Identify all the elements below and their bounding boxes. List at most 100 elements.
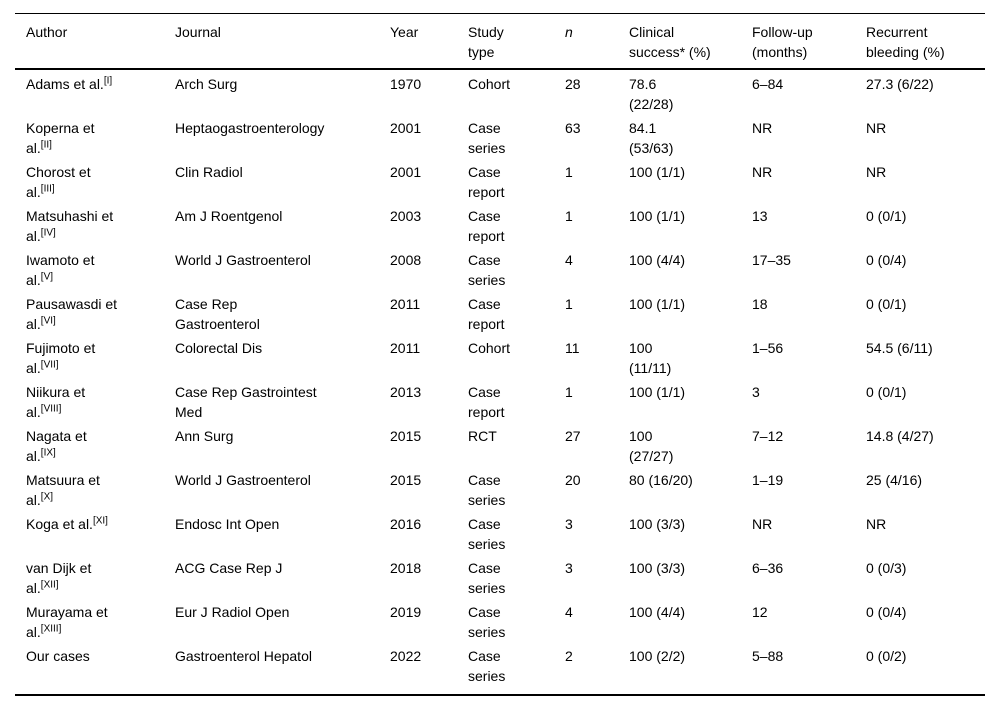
cell-success: 100 (3/3): [629, 516, 686, 532]
cell-journal: Endosc Int Open: [175, 516, 280, 532]
cell-n: 20: [565, 472, 581, 488]
cell-followup: 6–36: [752, 560, 784, 576]
cell-n: 1: [565, 164, 573, 180]
cell-year: 2001: [390, 164, 422, 180]
table-body: Adams et al.[I] Arch Surg 1970 Cohort 28 78.6…: [15, 69, 985, 694]
cell-success: 100 (4/4): [629, 604, 686, 620]
cell-n: 4: [565, 252, 573, 268]
cell-n: 1: [565, 384, 573, 400]
citation-superscript: [XII]: [40, 579, 59, 591]
cell-year: 2001: [390, 120, 422, 136]
column-header-n: n: [565, 14, 629, 70]
cell-author: Iwamoto et al.[V]: [26, 252, 95, 288]
cell-n: 28: [565, 76, 581, 92]
cell-bleeding: 0 (0/4): [866, 604, 907, 620]
cell-followup: 18: [752, 296, 768, 312]
cell-bleeding: 0 (0/1): [866, 384, 907, 400]
cell-year: 2003: [390, 208, 422, 224]
table-row: Pausawasdi et al.[VI] Case Rep Gastroentero…: [15, 290, 985, 334]
cell-followup: 3: [752, 384, 760, 400]
cell-author: Murayama et al.[XIII]: [26, 604, 108, 640]
cell-n: 2: [565, 648, 573, 664]
table-row: Koga et al.[XI] Endosc Int Open 2016 Case se…: [15, 510, 985, 554]
cell-n: 3: [565, 516, 573, 532]
table-row: Matsuhashi et al.[IV] Am J Roentgenol 2003 C…: [15, 202, 985, 246]
cell-bleeding: 0 (0/1): [866, 208, 907, 224]
cell-study: Case series: [468, 648, 506, 684]
cell-followup: 6–84: [752, 76, 784, 92]
citation-superscript: [I]: [103, 75, 113, 87]
cell-followup: NR: [752, 164, 773, 180]
cell-year: 2018: [390, 560, 422, 576]
cell-year: 2008: [390, 252, 422, 268]
cell-n: 63: [565, 120, 581, 136]
cell-followup: 7–12: [752, 428, 784, 444]
cell-bleeding: NR: [866, 164, 887, 180]
cell-followup: 1–56: [752, 340, 784, 356]
cell-success: 78.6 (22/28): [629, 76, 674, 112]
column-header-journal: Journal: [175, 14, 390, 70]
cell-bleeding: 0 (0/4): [866, 252, 907, 268]
table-row: Koperna et al.[II] Heptaogastroenterology 2…: [15, 114, 985, 158]
table-row: Murayama et al.[XIII] Eur J Radiol Open 201…: [15, 598, 985, 642]
cell-study: Case report: [468, 296, 505, 332]
cell-bleeding: 0 (0/3): [866, 560, 907, 576]
cell-study: Cohort: [468, 340, 511, 356]
cell-year: 2016: [390, 516, 422, 532]
table-row: Matsuura et al.[X] World J Gastroenterol 20…: [15, 466, 985, 510]
cell-journal: Colorectal Dis: [175, 340, 263, 356]
studies-summary-table: Author Journal Year Study type n Clinical succe…: [15, 14, 985, 694]
cell-author: Adams et al.[I]: [26, 75, 113, 92]
column-header-followup: Follow-up (months): [752, 14, 866, 70]
table-row: Adams et al.[I] Arch Surg 1970 Cohort 28 78.6…: [15, 69, 985, 114]
cell-year: 2011: [390, 340, 421, 356]
cell-journal: Heptaogastroenterology: [175, 120, 325, 136]
cell-study: Case series: [468, 604, 506, 640]
table-row: Fujimoto et al.[VII] Colorectal Dis 2011 Coh…: [15, 334, 985, 378]
cell-followup: NR: [752, 516, 773, 532]
citation-superscript: [V]: [40, 271, 54, 283]
cell-study: Case series: [468, 120, 506, 156]
cell-journal: Case Rep Gastroenterol: [175, 296, 260, 332]
cell-success: 100 (11/11): [629, 340, 672, 376]
cell-n: 1: [565, 296, 573, 312]
cell-author: Chorost et al.[III]: [26, 164, 91, 200]
cell-n: 4: [565, 604, 573, 620]
cell-bleeding: 54.5 (6/11): [866, 340, 933, 356]
cell-bleeding: NR: [866, 516, 887, 532]
cell-bleeding: 27.3 (6/22): [866, 76, 934, 92]
cell-followup: 5–88: [752, 648, 784, 664]
cell-success: 84.1 (53/63): [629, 120, 674, 156]
column-header-success: Clinical success* (%): [629, 14, 752, 70]
cell-journal: ACG Case Rep J: [175, 560, 283, 576]
cell-followup: 13: [752, 208, 768, 224]
cell-journal: World J Gastroenterol: [175, 252, 311, 268]
cell-success: 100 (27/27): [629, 428, 674, 464]
citation-superscript: [X]: [40, 491, 54, 503]
column-header-author: Author: [15, 14, 175, 70]
cell-n: 3: [565, 560, 573, 576]
citation-superscript: [VII]: [40, 359, 59, 371]
cell-followup: 12: [752, 604, 768, 620]
cell-author: Pausawasdi et al.[VI]: [26, 296, 118, 332]
column-header-year: Year: [390, 14, 468, 70]
table-row: Our cases Gastroenterol Hepatol 2022 Case se…: [15, 642, 985, 694]
cell-author: Koperna et al.[II]: [26, 120, 95, 156]
citation-superscript: [VI]: [40, 315, 56, 327]
citation-superscript: [III]: [40, 183, 55, 195]
cell-success: 100 (4/4): [629, 252, 686, 268]
cell-author: Fujimoto et al.[VII]: [26, 340, 96, 376]
cell-success: 80 (16/20): [629, 472, 693, 488]
cell-journal: Gastroenterol Hepatol: [175, 648, 312, 664]
cell-year: 2015: [390, 472, 422, 488]
cell-success: 100 (2/2): [629, 648, 686, 664]
cell-author: Nagata et al.[IX]: [26, 428, 87, 464]
cell-success: 100 (1/1): [629, 296, 686, 312]
cell-author: Koga et al.[XI]: [26, 515, 108, 532]
cell-study: Case series: [468, 516, 506, 552]
cell-author: Our cases: [26, 648, 90, 664]
cell-author: Matsuura et al.[X]: [26, 472, 100, 508]
citation-superscript: [VIII]: [40, 403, 62, 415]
table-row: Iwamoto et al.[V] World J Gastroenterol 200…: [15, 246, 985, 290]
cell-n: 1: [565, 208, 573, 224]
